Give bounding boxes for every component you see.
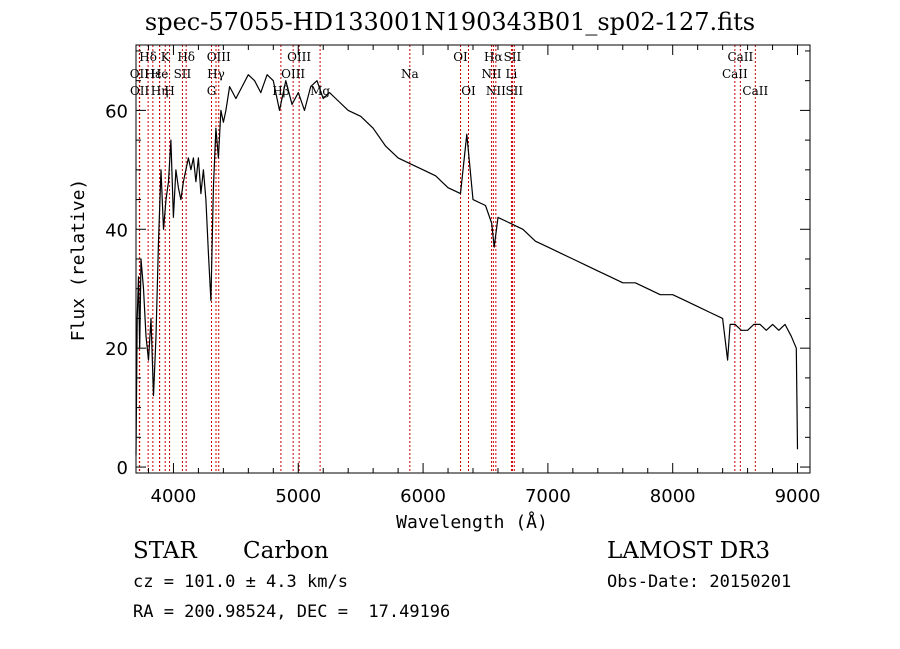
x-tick-label: 4000 — [151, 486, 197, 507]
spectral-line-label: CaII — [722, 67, 748, 81]
chart-title: spec-57055-HD133001N190343B01_sp02-127.f… — [144, 8, 756, 36]
plot-frame — [135, 44, 811, 474]
x-axis-ticks: 4000 5000 6000 7000 8000 9000 — [147, 45, 821, 507]
spectral-line-label: NII — [486, 84, 506, 98]
spectral-line-label: OIII — [207, 50, 231, 64]
spectral-line-label: He — [151, 67, 169, 81]
spectral-line-label: OI — [461, 84, 476, 98]
x-tick-label: 8000 — [650, 486, 696, 507]
spectral-line-label: OIII — [287, 50, 311, 64]
spectral-line-label: Hε — [145, 67, 162, 81]
spectral-line-label: CaII — [742, 84, 768, 98]
x-tick-label: 5000 — [275, 486, 321, 507]
spectral-line-label: Na — [401, 67, 419, 81]
spectral-line-label: SII — [505, 84, 523, 98]
spectral-line-label: Hη — [151, 84, 169, 98]
spectral-line-label: Li — [506, 67, 518, 81]
spectrum-series-line — [135, 74, 799, 456]
y-tick-label: 20 — [105, 339, 128, 360]
spectral-line-label: OII — [130, 84, 150, 98]
spectral-line-label: Hα — [484, 50, 503, 64]
y-tick-label: 40 — [105, 220, 128, 241]
coordinates: RA = 200.98524, DEC = 17.49196 — [133, 602, 451, 622]
spectral-line-label: OI — [453, 50, 468, 64]
spectral-line-label: SII — [504, 50, 522, 64]
spectral-line-label: OIII — [281, 67, 305, 81]
object-subclass: Carbon — [243, 538, 329, 564]
spectral-line-label: H — [164, 84, 174, 98]
y-axis-ticks: 0 20 40 60 — [105, 50, 810, 479]
y-axis-label: Flux (relative) — [68, 179, 89, 342]
y-tick-label: 0 — [117, 458, 128, 479]
spectral-line-label: CaII — [727, 50, 753, 64]
spectral-line-label: Hγ — [207, 67, 225, 81]
x-tick-label: 7000 — [525, 486, 571, 507]
object-class: STAR — [133, 538, 197, 564]
spectral-line-label: Hδ — [177, 50, 195, 64]
spectral-line-label: Hδ — [139, 50, 157, 64]
spectral-line-label: SII — [174, 67, 192, 81]
spectral-line-label: G — [207, 84, 217, 98]
x-axis-label: Wavelength (Å) — [396, 511, 548, 533]
redshift-velocity: cz = 101.0 ± 4.3 km/s — [133, 572, 348, 592]
survey-name: LAMOST DR3 — [607, 538, 771, 564]
spectral-line-label: OII — [130, 67, 150, 81]
spectral-line-label: NII — [481, 67, 501, 81]
x-tick-label: 9000 — [775, 486, 821, 507]
y-tick-label: 60 — [105, 101, 128, 122]
spectral-line-markers — [138, 45, 756, 473]
observation-date: Obs-Date: 20150201 — [607, 572, 792, 592]
spectral-line-label: K — [161, 50, 171, 64]
x-tick-label: 6000 — [400, 486, 446, 507]
